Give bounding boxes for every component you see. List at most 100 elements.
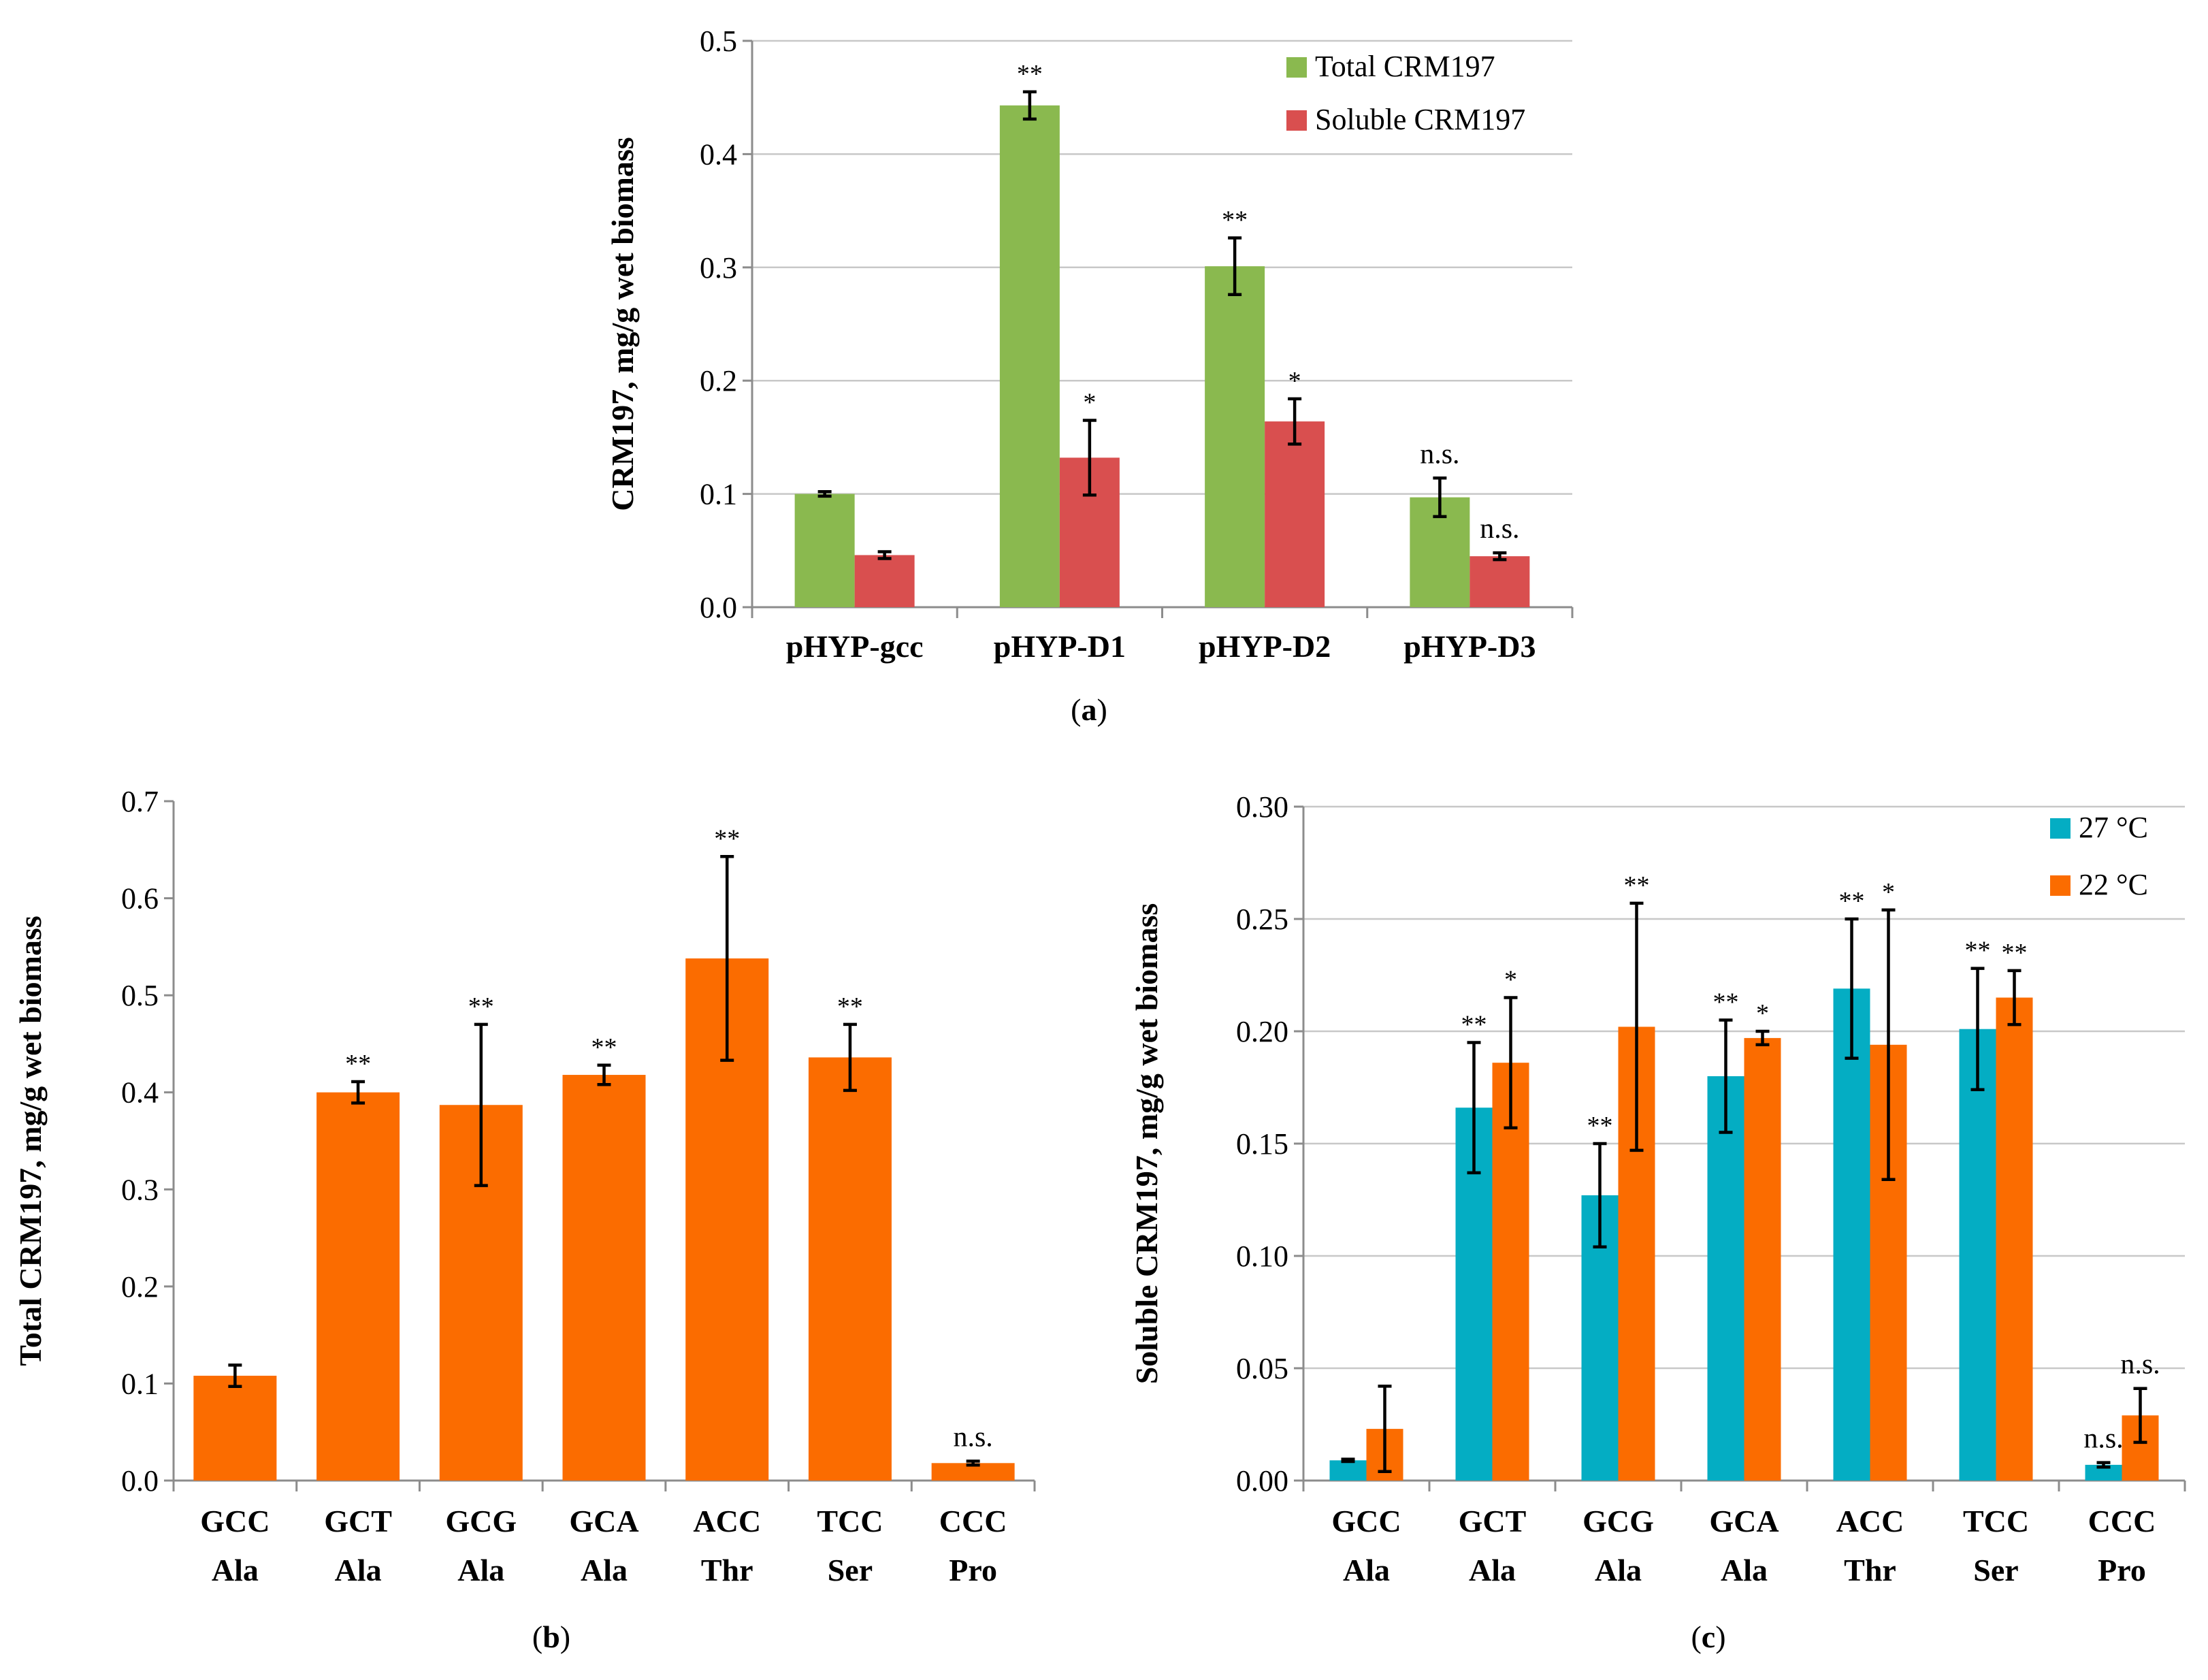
panel-label-paren: ) xyxy=(560,1619,570,1654)
significance-label: ** xyxy=(714,824,740,853)
panel-label-letter: c xyxy=(1702,1619,1715,1654)
y-axis-label: Soluble CRM197, mg/g wet biomass xyxy=(1129,903,1164,1385)
y-tick-label: 0.1 xyxy=(121,1367,159,1400)
significance-label: n.s. xyxy=(1420,438,1459,470)
significance-label: n.s. xyxy=(2083,1423,2123,1455)
significance-label: n.s. xyxy=(953,1421,992,1453)
y-tick-label: 0.4 xyxy=(700,138,737,171)
significance-label: ** xyxy=(1587,1112,1613,1140)
y-tick-label: 0.1 xyxy=(700,478,737,511)
panel-label-paren: ( xyxy=(1071,692,1081,727)
x-category-label: GCT xyxy=(1459,1504,1527,1538)
legend-label: Soluble CRM197 xyxy=(1315,103,1525,136)
bar-a-s1-c3 xyxy=(1470,556,1530,607)
x-category-label: GCT xyxy=(324,1504,392,1538)
significance-label: * xyxy=(1882,878,1895,907)
chart-panel-c: 0.00 0.05 0.10 0.15 0.20 0.25 0.30 Soluble CRM1… xyxy=(1129,790,2186,1654)
x-category-label: pHYP-gcc xyxy=(786,629,924,664)
y-tick-label: 0.25 xyxy=(1236,903,1288,936)
significance-label: ** xyxy=(2002,939,2028,967)
x-category-label: Pro xyxy=(2098,1553,2146,1587)
significance-label: ** xyxy=(837,992,863,1021)
x-category-label: ACC xyxy=(693,1504,761,1538)
legend-swatch xyxy=(1286,57,1307,78)
x-category-label: Ala xyxy=(457,1553,504,1587)
y-tick-label: 0.00 xyxy=(1236,1464,1288,1498)
bar-a-s0-c2 xyxy=(1205,266,1265,607)
significance-label: ** xyxy=(1839,887,1865,916)
bar-c-s1-c1 xyxy=(1492,1063,1529,1481)
significance-label: ** xyxy=(1965,937,1991,965)
bar-c-s0-c4 xyxy=(1833,988,1870,1481)
significance-label: * xyxy=(1288,367,1301,395)
panel-label-paren: ) xyxy=(1715,1619,1725,1654)
y-tick-label: 0.5 xyxy=(121,979,159,1012)
x-category-label: Ala xyxy=(212,1553,259,1587)
bar-c-s1-c3 xyxy=(1744,1037,1781,1481)
x-category-label: ACC xyxy=(1836,1504,1904,1538)
chart-panel-a: 0.0 0.1 0.2 0.3 0.4 0.5 CRM197, mg/g wet bioma… xyxy=(605,25,1574,727)
x-category-label: GCA xyxy=(1709,1504,1779,1538)
x-category-label: GCG xyxy=(445,1504,517,1538)
significance-label: ** xyxy=(591,1033,617,1062)
x-category-label: GCC xyxy=(1331,1504,1401,1538)
bar-a-s0-c0 xyxy=(794,494,855,607)
x-category-label: Thr xyxy=(701,1553,753,1587)
y-tick-label: 0.15 xyxy=(1236,1127,1288,1161)
significance-label: ** xyxy=(345,1050,371,1078)
x-category-label: pHYP-D3 xyxy=(1403,629,1536,664)
bar-b-s0-c1 xyxy=(316,1092,400,1481)
bar-a-s1-c0 xyxy=(854,555,915,607)
y-tick-label: 0.2 xyxy=(700,364,737,398)
legend-label: 22 °C xyxy=(2079,868,2148,901)
panel-label-paren: ) xyxy=(1097,692,1107,727)
x-category-label: pHYP-D1 xyxy=(994,629,1126,664)
significance-label: ** xyxy=(1461,1011,1487,1039)
significance-label: ** xyxy=(468,992,494,1021)
bar-c-s0-c6 xyxy=(2085,1464,2122,1481)
y-tick-label: 0.7 xyxy=(121,785,159,818)
bar-c-s0-c3 xyxy=(1707,1076,1744,1481)
x-category-label: pHYP-D2 xyxy=(1199,629,1331,664)
panel-label-letter: b xyxy=(542,1619,560,1654)
y-tick-label: 0.2 xyxy=(121,1270,159,1304)
x-category-label: Pro xyxy=(949,1553,997,1587)
panel-label-paren: ( xyxy=(1691,1619,1701,1654)
x-category-label: TCC xyxy=(817,1504,883,1538)
significance-label: n.s. xyxy=(2120,1349,2160,1380)
y-tick-label: 0.6 xyxy=(121,882,159,916)
bar-a-s1-c2 xyxy=(1265,421,1325,607)
y-tick-label: 0.05 xyxy=(1236,1352,1288,1385)
legend-swatch xyxy=(1286,110,1307,131)
significance-label: * xyxy=(1504,966,1517,995)
bar-b-s0-c5 xyxy=(808,1057,892,1481)
chart-panel-b: 0.0 0.1 0.2 0.3 0.4 0.5 0.6 0.7 Total CRM197, mg… xyxy=(13,785,1036,1654)
significance-label: ** xyxy=(1624,871,1650,900)
bar-c-s0-c0 xyxy=(1329,1460,1367,1481)
significance-label: ** xyxy=(1017,60,1043,88)
x-category-label: Ala xyxy=(1595,1553,1642,1587)
significance-label: * xyxy=(1756,999,1769,1028)
x-category-label: Ala xyxy=(335,1553,382,1587)
panel-label: (b) xyxy=(532,1619,570,1654)
panel-label: (c) xyxy=(1691,1619,1725,1654)
y-tick-label: 0.3 xyxy=(121,1173,159,1206)
legend-swatch xyxy=(2050,875,2071,896)
y-axis-label: Total CRM197, mg/g wet biomass xyxy=(13,916,48,1366)
x-category-label: GCG xyxy=(1582,1504,1654,1538)
legend-label: 27 °C xyxy=(2079,811,2148,844)
significance-label: ** xyxy=(1222,206,1248,235)
panel-label-letter: a xyxy=(1082,692,1097,727)
bar-a-s0-c1 xyxy=(999,105,1060,607)
y-tick-label: 0.0 xyxy=(121,1464,159,1498)
x-category-label: Ser xyxy=(1973,1553,2018,1587)
legend-swatch xyxy=(2050,818,2071,839)
x-category-label: GCC xyxy=(200,1504,270,1538)
x-category-label: Ala xyxy=(581,1553,628,1587)
significance-label: ** xyxy=(1713,988,1739,1017)
y-axis-label: CRM197, mg/g wet biomass xyxy=(605,137,640,511)
y-tick-label: 0.0 xyxy=(700,591,737,624)
y-tick-label: 0.30 xyxy=(1236,790,1288,824)
panel-label: (a) xyxy=(1071,692,1107,727)
